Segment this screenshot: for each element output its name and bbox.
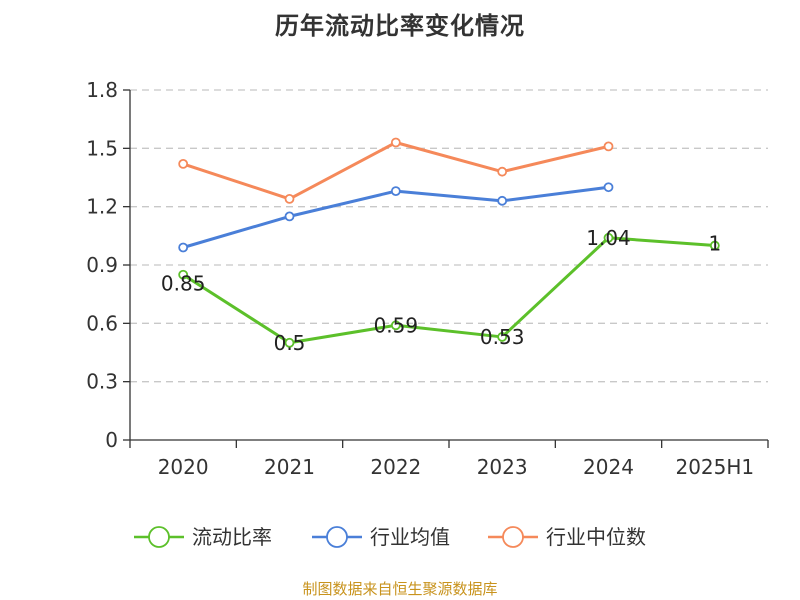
data-point[interactable]	[178, 269, 189, 280]
data-label: 0.85	[161, 272, 206, 296]
legend-label: 流动比率	[192, 525, 272, 549]
data-point[interactable]	[497, 195, 508, 206]
data-point[interactable]	[709, 240, 720, 251]
x-tick-label: 2024	[583, 455, 634, 479]
series-line	[182, 236, 715, 345]
x-tick-label: 2022	[370, 455, 421, 479]
y-tick-label: 0.9	[86, 253, 118, 277]
data-point[interactable]	[603, 141, 614, 152]
data-point[interactable]	[178, 158, 189, 169]
data-point[interactable]	[497, 332, 508, 342]
data-label: 0.5	[274, 331, 306, 355]
chart-title: 历年流动比率变化情况	[275, 12, 525, 40]
data-point[interactable]	[390, 186, 401, 197]
footer-source: 制图数据来自恒生聚源数据库	[302, 580, 498, 598]
data-point[interactable]	[390, 137, 401, 148]
legend-label: 行业均值	[370, 525, 450, 549]
data-point[interactable]	[603, 232, 614, 243]
data-point[interactable]	[390, 320, 401, 331]
y-tick-label: 1.5	[86, 136, 118, 160]
legend-marker	[502, 526, 524, 548]
y-tick-label: 1.8	[86, 78, 118, 102]
data-point[interactable]	[284, 337, 295, 348]
series-line	[182, 185, 609, 249]
legend-item[interactable]: 行业均值	[312, 525, 450, 549]
legend-marker	[326, 526, 348, 548]
data-label: 1	[708, 232, 721, 256]
data-point[interactable]	[497, 166, 508, 177]
x-tick-label: 2020	[158, 455, 209, 479]
y-tick-label: 0	[105, 428, 118, 452]
data-point[interactable]	[284, 211, 295, 222]
data-label: 0.53	[480, 325, 525, 349]
data-label: 0.59	[374, 313, 419, 337]
legend-item[interactable]: 流动比率	[134, 525, 272, 549]
legend-label: 行业中位数	[546, 525, 646, 549]
legend-item[interactable]: 行业中位数	[488, 525, 646, 549]
legend: 流动比率 行业均值 行业中位数	[134, 525, 646, 549]
axes: 0 0.3 0.6 0.9 1.2 1.5 1.8 2020 2021 2022 2023 2024 2…	[86, 78, 769, 479]
grid-lines	[130, 89, 768, 383]
y-tick-label: 0.3	[86, 370, 118, 394]
data-point[interactable]	[178, 242, 189, 253]
data-label: 1.04	[586, 226, 631, 250]
y-tick-label: 1.2	[86, 195, 118, 219]
series-lines	[178, 137, 720, 348]
x-tick-label: 2023	[477, 455, 528, 479]
y-tick-label: 0.6	[86, 311, 118, 335]
data-point[interactable]	[603, 182, 614, 193]
x-tick-label: 2021	[264, 455, 315, 479]
data-point[interactable]	[284, 193, 295, 204]
legend-marker	[148, 526, 170, 548]
x-tick-label: 2025H1	[675, 455, 754, 479]
data-labels: 0.85 0.5 0.59 0.53 1.04 1	[161, 226, 721, 355]
